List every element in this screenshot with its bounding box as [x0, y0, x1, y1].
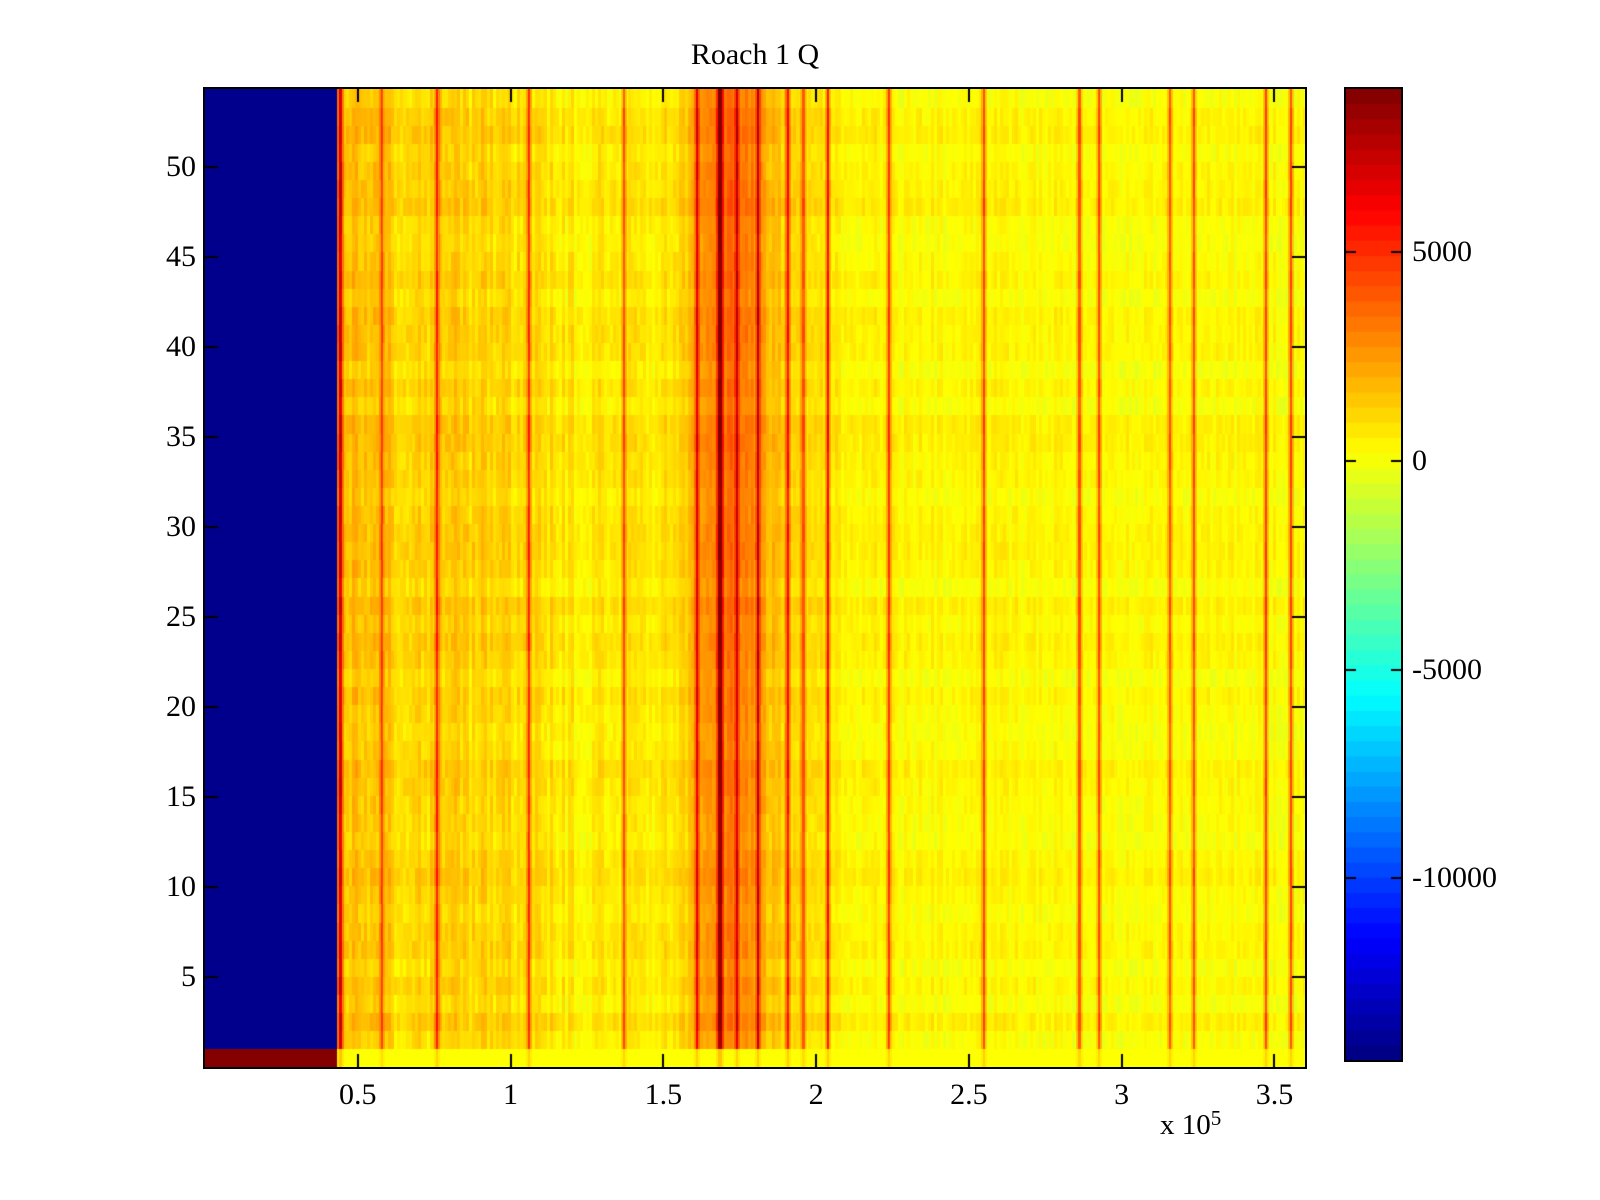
plot-area	[203, 87, 1307, 1069]
x-tick-label: 2	[808, 1078, 824, 1111]
colorbar-tick-label: 5000	[1412, 234, 1472, 268]
y-tick-label: 10	[166, 870, 196, 903]
y-tick-label: 5	[181, 960, 196, 993]
y-tick-label: 20	[166, 690, 196, 723]
colorbar-tick-label: -10000	[1412, 861, 1497, 895]
colorbar-tick-label: 0	[1412, 443, 1427, 477]
x-tick-label: 3.5	[1255, 1078, 1294, 1111]
x-tick-label: 1.5	[644, 1078, 683, 1111]
heatmap-canvas	[205, 89, 1305, 1067]
colorbar-tick-label: -5000	[1412, 652, 1482, 686]
exponent-prefix: x 10	[1160, 1109, 1211, 1141]
colorbar-canvas	[1346, 89, 1401, 1060]
y-tick-label: 35	[166, 420, 196, 453]
y-tick-label: 50	[166, 150, 196, 183]
y-tick-label: 40	[166, 330, 196, 363]
colorbar	[1344, 87, 1403, 1062]
y-tick-label: 25	[166, 600, 196, 633]
y-tick-label: 15	[166, 780, 196, 813]
chart-title: Roach 1 Q	[690, 38, 820, 71]
exponent-value: 5	[1210, 1106, 1222, 1130]
y-tick-label: 45	[166, 240, 196, 273]
y-tick-label: 30	[166, 510, 196, 543]
x-tick-label: 0.5	[339, 1078, 377, 1111]
x-tick-label: 3	[1114, 1078, 1130, 1111]
x-axis-exponent-label: x 105	[1160, 1106, 1320, 1142]
x-tick-label: 2.5	[950, 1078, 988, 1111]
x-tick-label: 1	[503, 1078, 519, 1111]
